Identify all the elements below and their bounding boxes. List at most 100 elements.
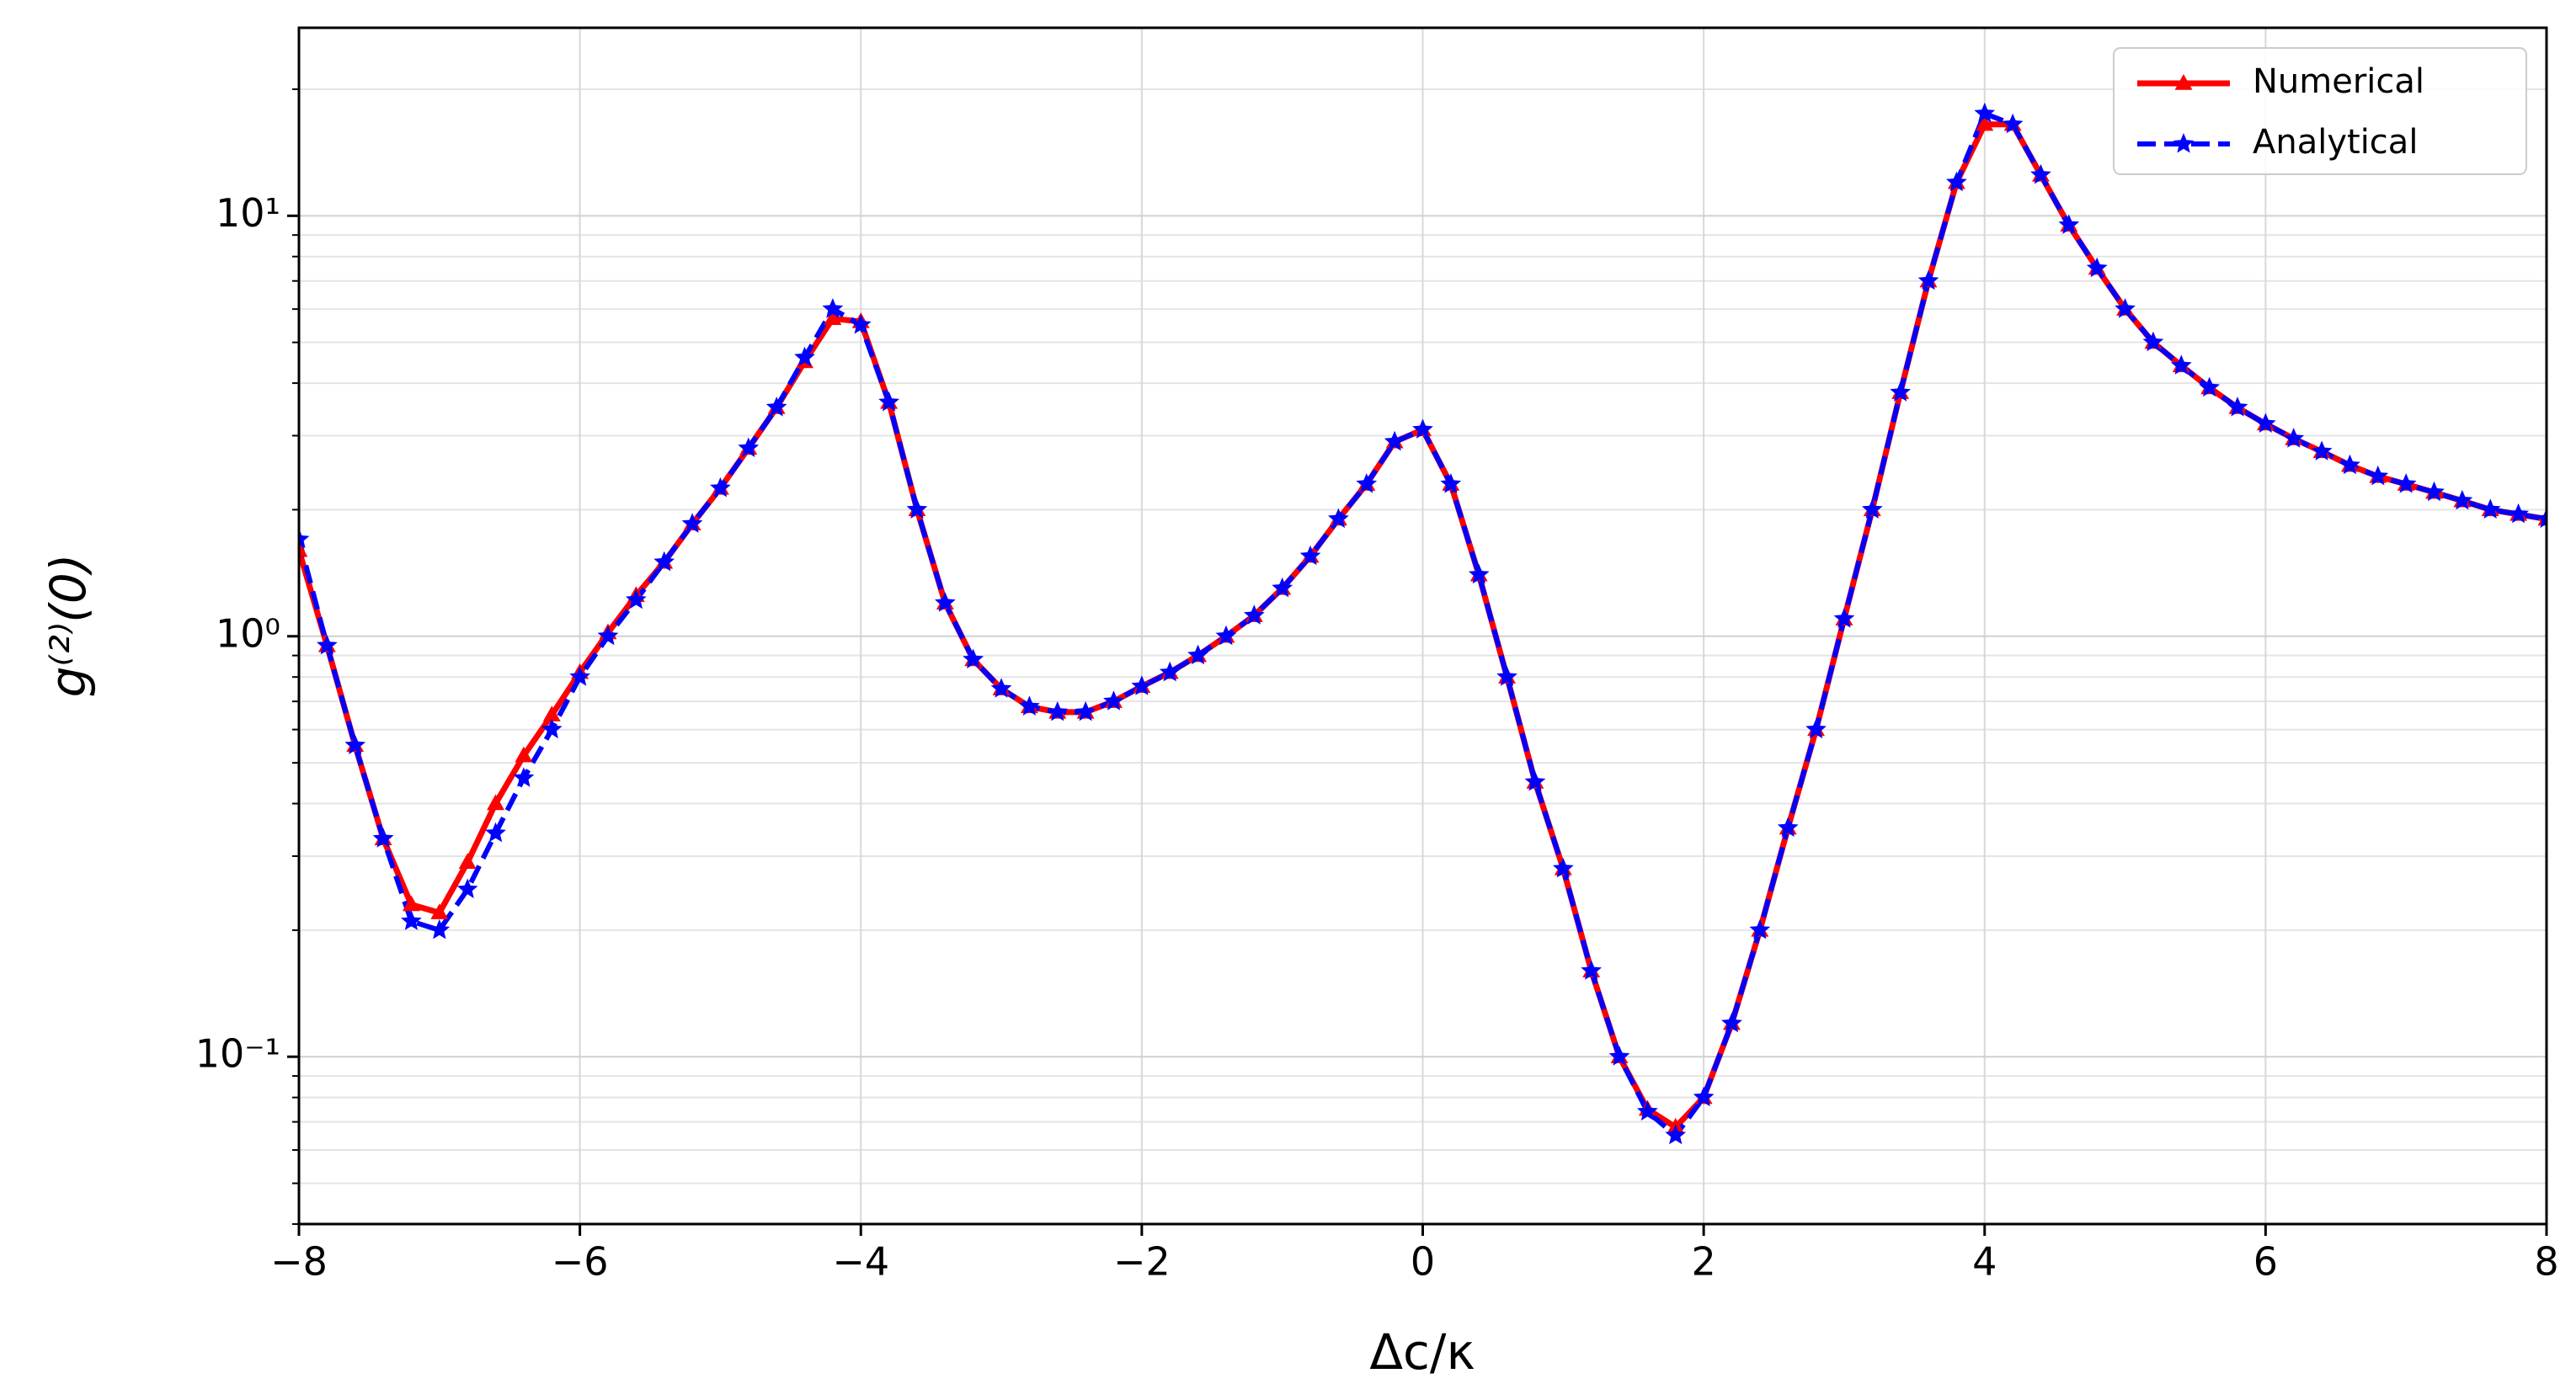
data-point bbox=[1861, 498, 1883, 519]
x-tick-label: 8 bbox=[2534, 1239, 2558, 1285]
data-point bbox=[2030, 163, 2051, 184]
x-tick-label: 2 bbox=[1691, 1239, 1715, 1285]
data-point bbox=[485, 822, 506, 843]
data-point bbox=[1496, 666, 1517, 686]
data-point bbox=[1019, 695, 1040, 716]
x-tick-label: −2 bbox=[1113, 1239, 1171, 1285]
data-point bbox=[1299, 545, 1321, 566]
data-point bbox=[963, 648, 984, 668]
data-point bbox=[1215, 625, 1237, 646]
data-point bbox=[2311, 440, 2333, 460]
data-point bbox=[2339, 454, 2360, 475]
data-point bbox=[1890, 381, 1911, 402]
data-point bbox=[2199, 376, 2220, 397]
data-point bbox=[2479, 498, 2501, 519]
data-point bbox=[906, 498, 928, 519]
data-point bbox=[2058, 214, 2080, 234]
data-point bbox=[990, 678, 1012, 698]
data-point bbox=[2142, 331, 2164, 352]
data-point bbox=[1412, 418, 1433, 439]
data-point bbox=[1805, 718, 1827, 739]
data-point bbox=[458, 853, 477, 869]
plot-area bbox=[299, 102, 2547, 1145]
data-point bbox=[1187, 644, 1208, 665]
data-point bbox=[1159, 661, 1181, 682]
data-point bbox=[1356, 473, 1378, 493]
x-tick-label: 6 bbox=[2253, 1239, 2278, 1285]
data-point bbox=[1468, 563, 1490, 584]
data-point bbox=[2536, 508, 2547, 529]
legend-marker bbox=[2173, 133, 2195, 153]
data-point bbox=[299, 540, 308, 557]
data-point bbox=[2086, 257, 2108, 278]
y-tick-label: 10¹ bbox=[216, 190, 280, 236]
data-point bbox=[1777, 817, 1799, 837]
data-point bbox=[1665, 1124, 1687, 1145]
legend-marker bbox=[2174, 74, 2193, 90]
data-point bbox=[1974, 102, 1996, 123]
y-tick-label: 10⁻¹ bbox=[195, 1031, 280, 1077]
data-point bbox=[569, 666, 590, 686]
x-axis-label: Δc/κ bbox=[1369, 1323, 1475, 1381]
data-point bbox=[681, 513, 703, 533]
data-point bbox=[824, 309, 842, 325]
x-tick-label: −4 bbox=[832, 1239, 889, 1285]
data-point bbox=[626, 588, 647, 610]
data-point bbox=[1581, 960, 1602, 980]
data-point bbox=[2424, 481, 2445, 502]
x-tick-label: 0 bbox=[1411, 1239, 1435, 1285]
data-point bbox=[2395, 473, 2417, 493]
data-point bbox=[515, 746, 533, 763]
data-point bbox=[1131, 675, 1153, 695]
data-point bbox=[299, 528, 310, 549]
data-point bbox=[1440, 473, 1462, 493]
x-tick-label: 4 bbox=[1972, 1239, 1997, 1285]
data-point bbox=[487, 794, 504, 811]
data-point bbox=[738, 437, 760, 457]
x-tick-label: −8 bbox=[270, 1239, 328, 1285]
data-point bbox=[1075, 700, 1096, 721]
data-point bbox=[513, 767, 535, 787]
data-point bbox=[1833, 608, 1855, 628]
data-point bbox=[2255, 413, 2276, 433]
data-point bbox=[2115, 298, 2136, 318]
legend-label: Numerical bbox=[2253, 62, 2424, 101]
data-point bbox=[430, 903, 449, 919]
data-point bbox=[1552, 857, 1574, 878]
data-point bbox=[2451, 489, 2473, 510]
data-point bbox=[710, 476, 731, 498]
data-point bbox=[1047, 700, 1069, 721]
y-axis-label: g⁽²⁾(0) bbox=[40, 554, 97, 698]
axes-frame bbox=[297, 26, 2548, 1226]
data-point bbox=[1103, 690, 1124, 711]
data-point bbox=[1524, 771, 1546, 791]
data-point bbox=[344, 734, 366, 754]
data-point bbox=[542, 705, 561, 721]
y-tick-label: 10⁰ bbox=[216, 610, 280, 656]
data-point bbox=[2227, 397, 2248, 417]
data-point bbox=[794, 346, 815, 367]
data-point bbox=[1272, 577, 1293, 598]
legend-label: Analytical bbox=[2253, 123, 2418, 162]
data-point bbox=[1608, 1046, 1630, 1066]
data-point bbox=[2283, 428, 2305, 448]
data-point bbox=[1244, 604, 1265, 625]
data-point bbox=[403, 895, 420, 912]
data-point bbox=[1749, 918, 1771, 940]
data-point bbox=[878, 391, 899, 412]
data-point bbox=[850, 314, 872, 334]
data-point bbox=[2170, 354, 2192, 375]
data-point bbox=[2367, 465, 2389, 486]
data-point bbox=[1976, 114, 1994, 131]
data-point bbox=[1637, 1100, 1658, 1121]
data-point bbox=[822, 298, 844, 318]
data-point bbox=[1328, 508, 1349, 529]
data-point bbox=[372, 828, 394, 848]
data-point bbox=[1946, 171, 1967, 192]
data-point bbox=[401, 910, 422, 930]
data-point bbox=[1384, 430, 1405, 451]
data-point bbox=[2508, 503, 2529, 524]
data-point bbox=[765, 397, 787, 417]
